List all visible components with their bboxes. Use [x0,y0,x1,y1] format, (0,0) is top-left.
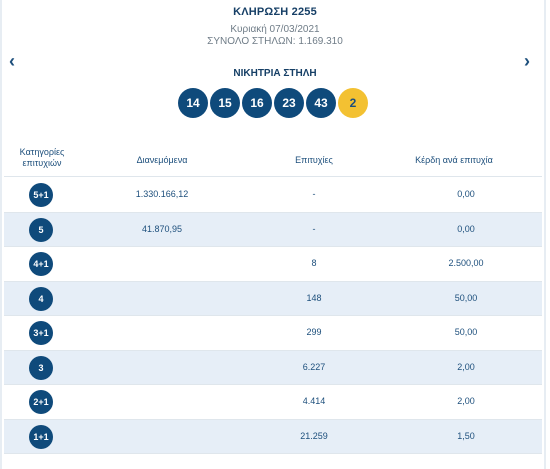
header-winners: Επιτυχίες [295,155,333,165]
category-badge: 2+1 [29,390,53,414]
table-row: 5 41.870,95 - 0,00 [4,212,542,247]
winners-cell: 6.227 [302,361,326,372]
header-distributed: Διανεμόμενα [136,155,188,165]
draw-title: ΚΛΗΡΩΣΗ 2255 [233,6,317,18]
prize-cell: 0,00 [457,223,475,234]
table-row: 4 148 50,00 [4,281,542,316]
prize-cell: 1,50 [457,430,475,441]
winning-number-ball: 15 [210,88,240,118]
category-badge: 4+1 [29,252,53,276]
results-table-header: Κατηγορίες επιτυχιών Διανεμόμενα Επιτυχί… [4,143,542,177]
panel-right-border [544,0,546,469]
winning-number-ball: 23 [274,88,304,118]
winners-cell: 148 [306,292,322,303]
total-columns: ΣΥΝΟΛΟ ΣΤΗΛΩΝ: 1.169.310 [207,36,343,47]
chevron-right-icon[interactable]: › [524,51,530,71]
distributed-cell: 1.330.166,12 [135,189,189,199]
winning-number-ball: 43 [306,88,336,118]
winners-cell: 299 [306,327,322,337]
prize-cell: 50,00 [454,327,478,337]
winners-cell: 21.259 [300,430,328,441]
category-badge: 4 [29,286,53,311]
distributed-cell: 41.870,95 [141,223,183,234]
winning-number-ball: 14 [178,88,208,118]
category-badge: 1+1 [29,424,53,449]
results-table-body: 5+1 1.330.166,12 - 0,00 5 41.870,95 - 0,… [4,178,542,454]
panel-left-border [0,0,2,469]
winning-column-title: ΝΙΚΗΤΡΙΑ ΣΤΗΛΗ [233,68,317,79]
winning-number-ball: 16 [242,88,272,118]
category-badge: 3 [29,355,53,380]
table-row: 1+1 21.259 1,50 [4,419,542,454]
table-row: 5+1 1.330.166,12 - 0,00 [4,178,542,213]
category-badge: 5+1 [29,183,53,207]
prize-cell: 2.500,00 [448,258,484,268]
draw-header: ΚΛΗΡΩΣΗ 2255 Κυριακή 07/03/2021 ΣΥΝΟΛΟ Σ… [0,6,550,47]
table-row: 3+1 299 50,00 [4,316,542,351]
joker-number-ball: 2 [338,88,368,118]
table-row: 2+1 4.414 2,00 [4,385,542,420]
table-row: 3 6.227 2,00 [4,350,542,385]
prize-cell: 50,00 [454,292,478,303]
header-prize: Κέρδη ανά επιτυχία [415,155,493,165]
winners-cell: 8 [311,258,317,268]
prize-cell: 2,00 [457,396,475,406]
winners-cell: 4.414 [302,396,326,406]
category-badge: 5 [29,217,53,242]
draw-date: Κυριακή 07/03/2021 [230,24,320,35]
winners-cell: - [312,223,316,234]
table-row: 4+1 8 2.500,00 [4,247,542,282]
chevron-left-icon[interactable]: ‹ [9,51,15,71]
category-badge: 3+1 [29,321,53,345]
header-category: Κατηγορίες επιτυχιών [19,147,65,168]
prize-cell: 2,00 [457,361,475,372]
winners-cell: - [312,189,316,199]
winning-numbers: 14 15 16 23 43 2 [178,88,368,118]
prize-cell: 0,00 [457,189,475,199]
